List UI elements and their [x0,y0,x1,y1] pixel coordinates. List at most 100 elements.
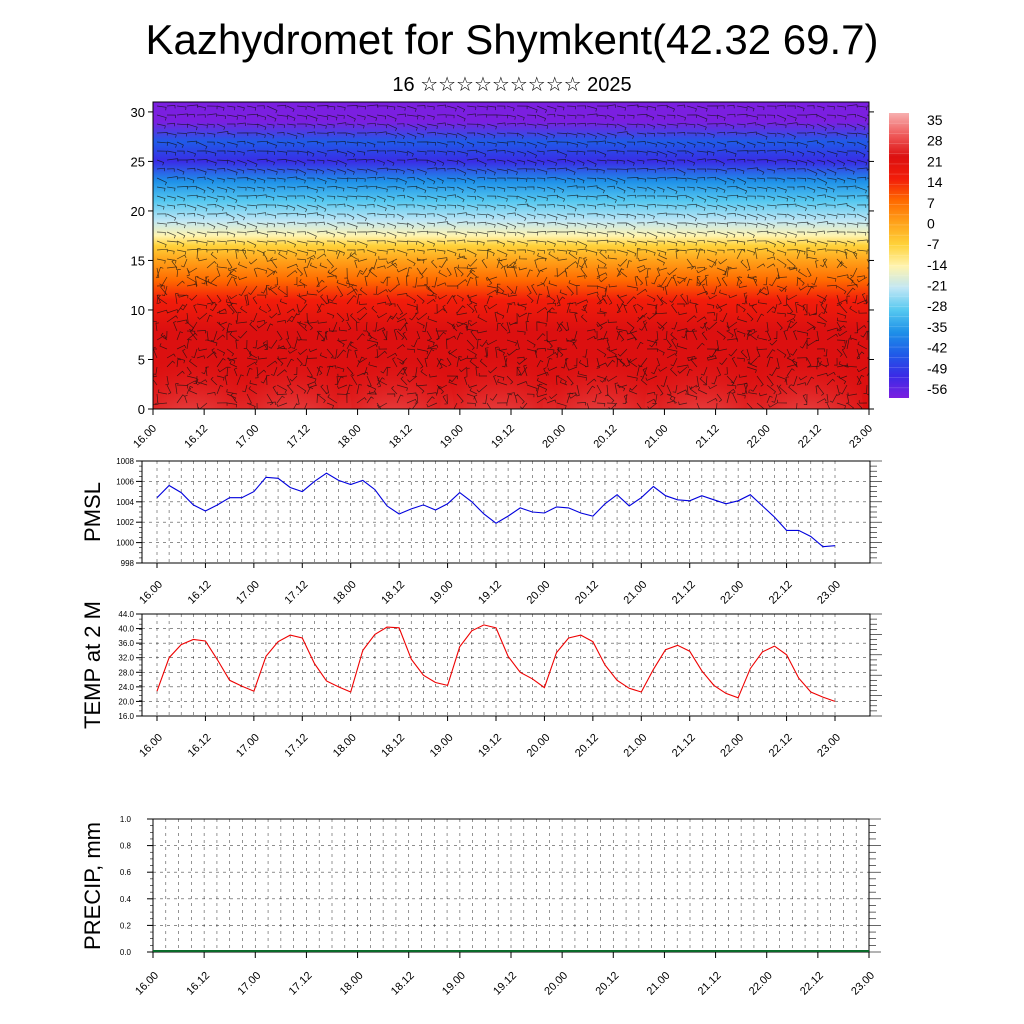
wind-barb [526,177,536,182]
wind-barb [503,265,508,278]
wind-barb [678,401,688,406]
wind-barb [746,195,756,200]
wind-barb [726,240,738,244]
wind-barb [726,330,734,338]
wind-barb [442,394,448,404]
wind-barb [246,149,256,154]
wind-barb [746,402,754,409]
wind-barb [196,176,206,181]
wind-barb [596,337,609,341]
wind-barb [706,168,717,173]
wind-barb [816,132,827,139]
wind-barb [216,240,227,245]
wind-barb [496,240,506,247]
wind-barb [756,168,765,176]
wind-barb [210,330,218,342]
wind-barb [216,168,226,172]
wind-barb [656,258,665,266]
wind-barb [836,364,849,368]
wind-barb [426,396,435,404]
wind-barb [402,331,408,341]
wind-barb [260,285,268,294]
wind-barb [696,204,706,211]
wind-barb [556,249,567,255]
wind-barb [426,392,437,396]
wind-barb [599,375,608,383]
wind-barb [276,141,287,147]
wind-barb [326,195,336,200]
wind-barb [700,366,708,376]
wind-barb [466,149,478,154]
wind-barb [436,177,444,184]
wind-barb [526,249,535,255]
wind-barb [476,204,487,209]
wind-barb [391,260,398,269]
wind-barb [796,177,806,182]
wind-barb [256,168,266,174]
wind-barb [366,330,373,340]
wind-barb [266,132,275,139]
wind-barb [426,167,438,171]
wind-barb [244,294,248,305]
wind-barb [766,122,777,126]
warm-bulge [644,339,761,409]
wind-barb [476,195,485,202]
wind-barb [260,375,268,384]
wind-barb [730,375,738,384]
wind-barb [806,267,812,278]
wind-barb [266,141,278,149]
wind-barb [206,150,217,157]
wind-barb [186,240,198,244]
wind-barb [376,377,385,386]
wind-barb [756,263,766,269]
wind-barb [700,321,708,329]
wind-barb [346,141,358,147]
wind-barb [676,303,685,307]
wind-barb [606,195,617,203]
wind-barb [856,402,863,409]
y-tick-label: 28.0 [118,668,134,677]
wind-barb [286,358,294,368]
wind-barb [806,213,817,220]
wind-barb [577,186,585,190]
wind-barb [656,123,666,129]
wind-barb [196,355,206,359]
wind-barb [796,330,809,337]
wind-barb [469,321,478,327]
x-tick-label: 21.00 [643,423,671,451]
wind-barb [646,141,658,148]
wind-barb [356,141,367,147]
wind-barb [336,249,345,256]
wind-barb [176,249,187,255]
wind-barb [496,375,505,381]
wind-barb [726,213,736,217]
wind-barb [446,123,455,129]
wind-barb [266,186,276,192]
wind-barb [676,222,687,226]
wind-barb [166,204,176,210]
wind-barb [646,195,655,199]
wind-barb [608,402,618,409]
wind-barb [272,385,278,395]
wind-barb [508,321,518,326]
wind-barb [466,168,478,175]
wind-barb [820,302,828,314]
wind-barb [400,366,408,375]
x-tick-label: 17.00 [234,732,262,760]
wind-barb [246,132,258,136]
wind-barb [416,267,424,279]
wind-barb [349,342,358,350]
wind-barb [716,141,727,148]
wind-barb [576,384,580,397]
wind-barb [426,240,436,247]
wind-barb [756,159,768,163]
wind-barb [326,312,335,319]
wind-barb [378,346,388,350]
wind-barb [516,231,525,238]
wind-barb [816,321,826,327]
wind-barb [796,221,809,226]
wind-barb [466,269,476,278]
wind-barb [736,159,746,163]
wind-barb [636,249,647,253]
wind-barb [671,338,678,350]
